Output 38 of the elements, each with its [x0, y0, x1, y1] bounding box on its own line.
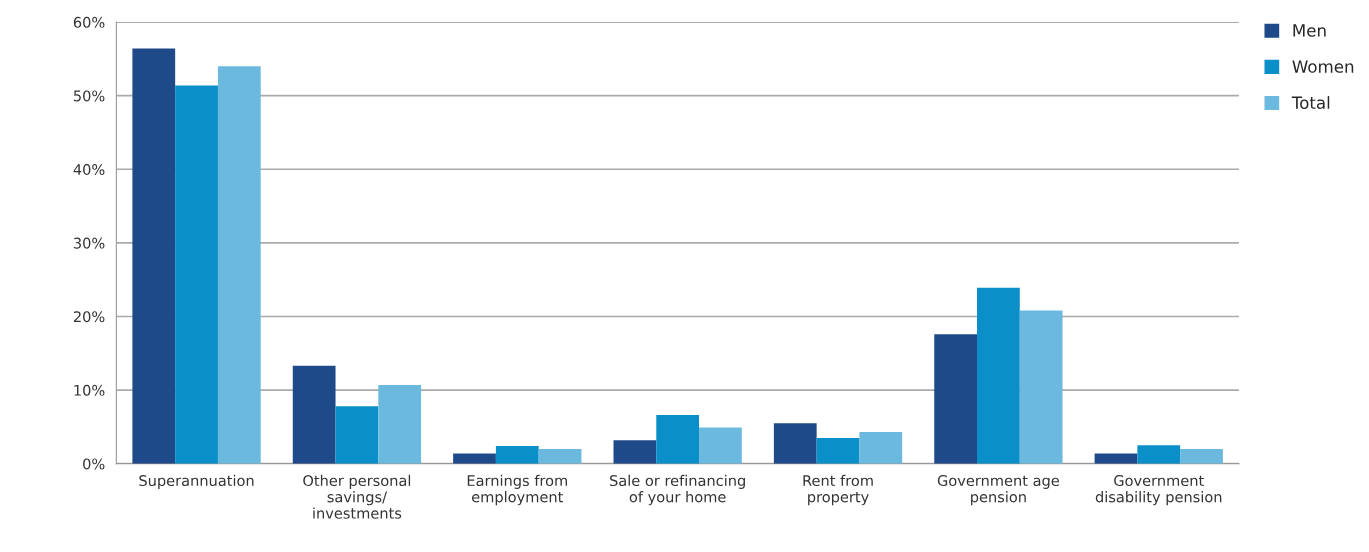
bar [335, 406, 379, 464]
legend-label: Total [1291, 96, 1330, 109]
bar [378, 384, 422, 464]
y-tick-label: 30% [73, 237, 105, 249]
bar [773, 423, 817, 464]
y-tick-label: 0% [83, 458, 105, 470]
bar [1094, 453, 1138, 464]
x-tick-label: Earnings from employment [467, 474, 567, 506]
bar [1137, 445, 1181, 464]
y-tick-label: 50% [73, 90, 105, 102]
bar [1019, 310, 1063, 464]
bar [656, 415, 700, 464]
bar [538, 448, 582, 464]
bar [977, 287, 1020, 464]
bar [217, 66, 261, 464]
x-tick-label: Sale or refinancing of your home [610, 474, 745, 506]
y-tick-label: 40% [73, 164, 105, 176]
y-tick-label: 20% [73, 311, 105, 323]
x-tick-label: Superannuation [139, 474, 254, 489]
x-tick-label: Government disability pension [1095, 475, 1222, 506]
bar [699, 427, 742, 464]
y-tick-label: 60% [73, 16, 105, 28]
bar [495, 446, 539, 464]
x-tick-label: Rent from property [803, 474, 873, 506]
x-tick-label: Other personal savings/ investments [303, 474, 411, 519]
bar [934, 334, 978, 464]
bar [132, 48, 176, 464]
bar [292, 365, 336, 464]
bar [175, 85, 218, 464]
bar [859, 432, 903, 464]
legend-label: Men [1293, 24, 1326, 37]
bar [1180, 448, 1223, 464]
bar [453, 453, 496, 464]
x-tick-label: Government age pension [937, 475, 1059, 506]
y-tick-label: 10% [74, 384, 105, 396]
legend-label: Women [1292, 60, 1354, 73]
bar [816, 437, 860, 464]
bar [613, 440, 657, 464]
